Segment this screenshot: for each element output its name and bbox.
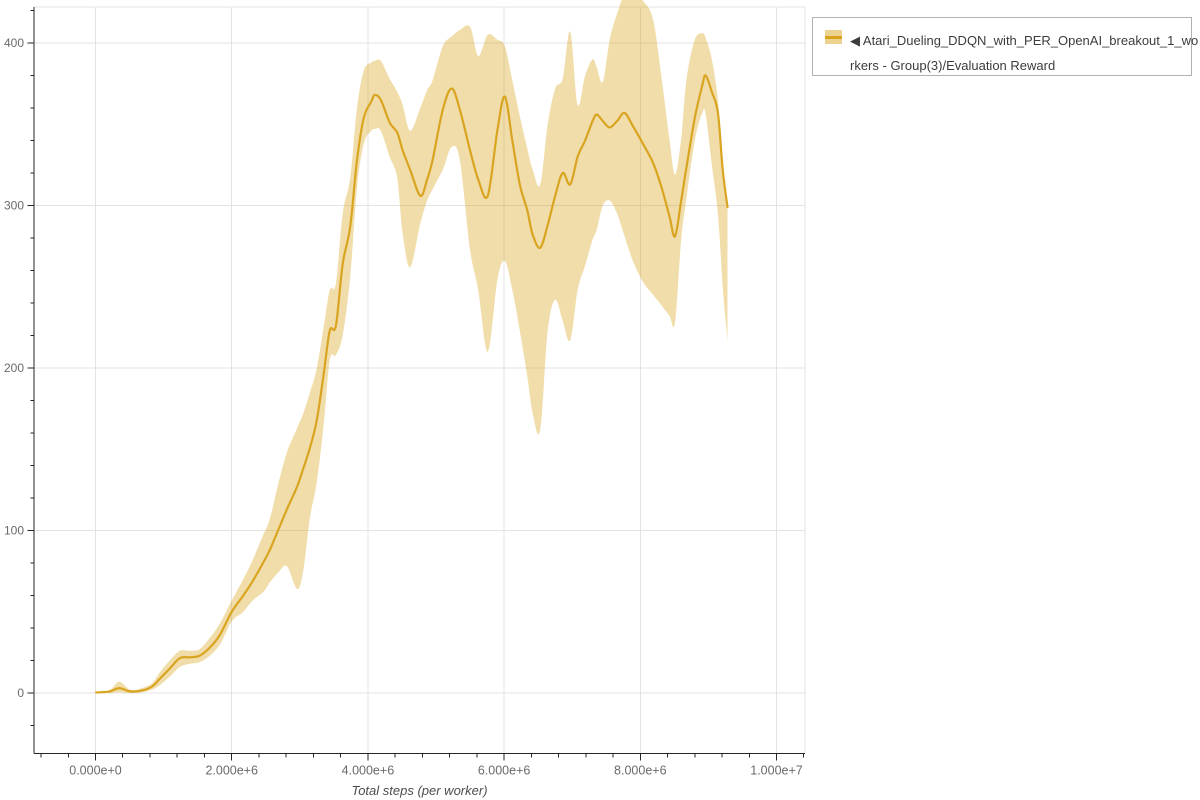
svg-text:300: 300 — [4, 199, 24, 213]
x-axis-label: Total steps (per worker) — [351, 783, 487, 798]
svg-text:0: 0 — [17, 686, 24, 700]
svg-text:0.000e+0: 0.000e+0 — [69, 763, 122, 777]
plot-outline — [34, 6, 806, 754]
data-layer — [95, 0, 729, 694]
mean-line — [95, 74, 729, 694]
legend[interactable]: ◀ Atari_Dueling_DDQN_with_PER_OpenAI_bre… — [812, 17, 1198, 76]
svg-text:6.000e+6: 6.000e+6 — [478, 763, 531, 777]
x-axis-title: Total steps (per worker) — [351, 783, 487, 798]
x-axis-ticks — [40, 753, 805, 761]
x-axis-tick-labels: 0.000e+0 2.000e+6 4.000e+6 6.000e+6 8.000e+6… — [69, 763, 803, 777]
legend-label: ◀ Atari_Dueling_DDQN_with_PER_OpenAI_bre… — [850, 28, 1198, 78]
y-axis-ticks — [27, 10, 34, 726]
legend-label-line1: ◀ Atari_Dueling_DDQN_with_PER_OpenAI_bre… — [850, 33, 1199, 48]
confidence-band — [96, 0, 728, 694]
legend-line-swatch-icon — [825, 35, 842, 39]
svg-text:400: 400 — [4, 36, 24, 50]
legend-band-swatch-icon — [825, 30, 842, 44]
svg-text:100: 100 — [4, 524, 24, 538]
svg-text:8.000e+6: 8.000e+6 — [614, 763, 667, 777]
axes — [33, 7, 805, 754]
svg-text:2.000e+6: 2.000e+6 — [205, 763, 258, 777]
legend-label-line2: rkers - Group(3)/Evaluation Reward — [850, 58, 1056, 73]
svg-text:1.000e+7: 1.000e+7 — [750, 763, 803, 777]
svg-text:4.000e+6: 4.000e+6 — [342, 763, 395, 777]
gridlines — [34, 7, 805, 754]
svg-text:200: 200 — [4, 361, 24, 375]
y-axis-tick-labels: 0 100 200 300 400 — [4, 36, 24, 700]
